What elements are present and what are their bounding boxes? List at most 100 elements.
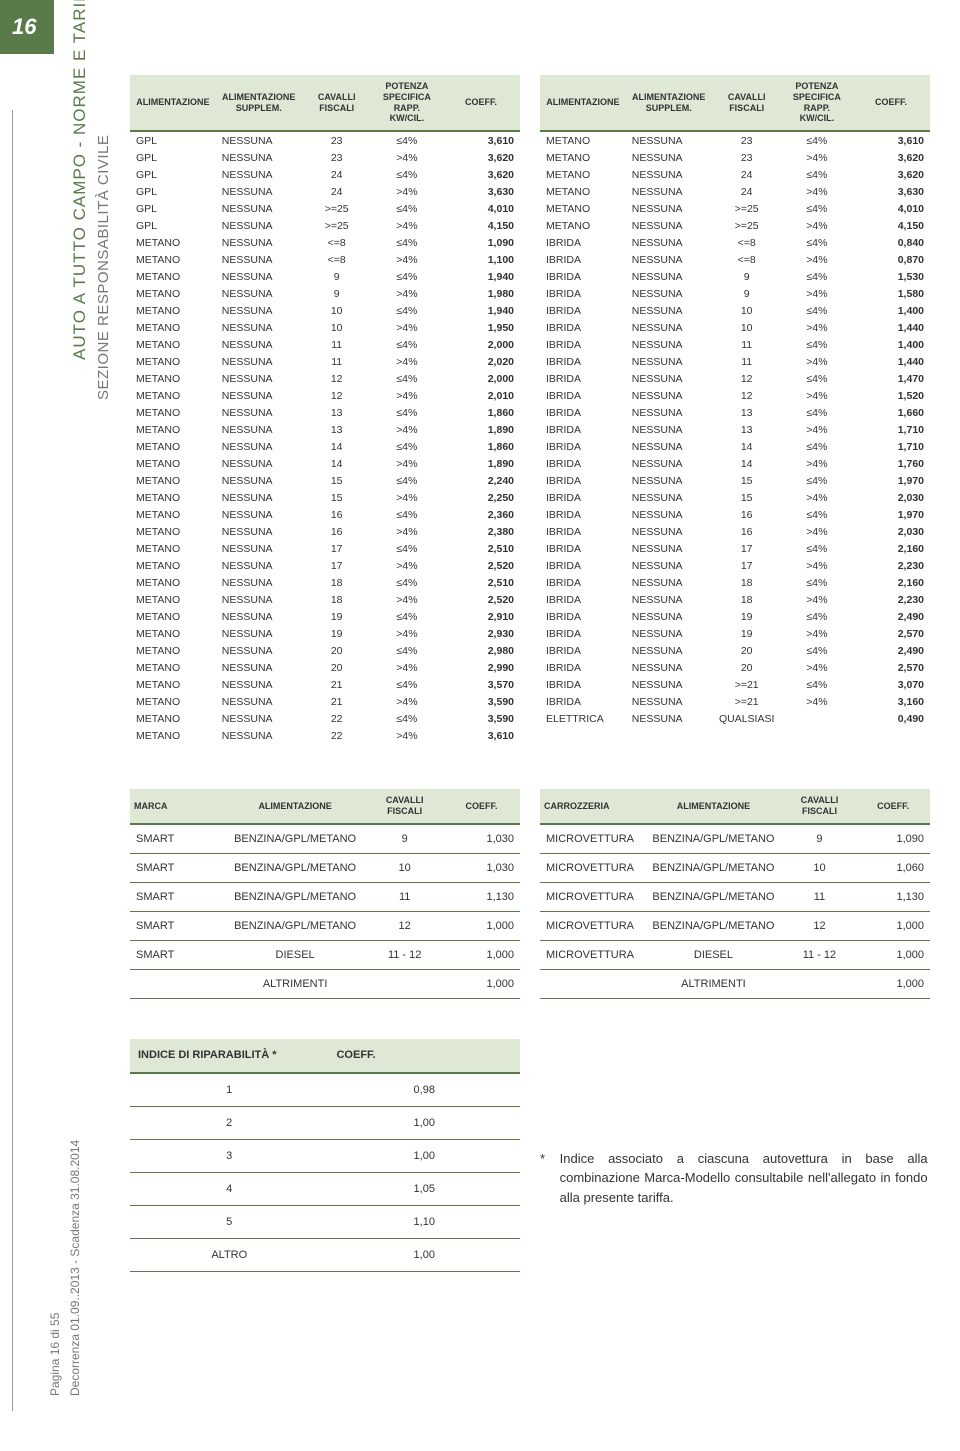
cell: 1,890: [442, 455, 520, 472]
cell: NESSUNA: [626, 353, 712, 370]
cell: 2,360: [442, 506, 520, 523]
cell: METANO: [130, 710, 216, 727]
cell: [782, 710, 852, 727]
cell: 1,10: [328, 1205, 520, 1238]
cell: NESSUNA: [626, 319, 712, 336]
footnote-text: Indice associato a ciascuna autovettura …: [560, 1149, 928, 1208]
cell: NESSUNA: [626, 285, 712, 302]
cell: NESSUNA: [216, 131, 302, 149]
cell: 1,580: [852, 285, 930, 302]
table-row: METANONESSUNA12≤4%2,000: [130, 370, 520, 387]
cell: 10: [783, 853, 857, 882]
table-row: METANONESSUNA9≤4%1,940: [130, 268, 520, 285]
cell: IBRIDA: [540, 336, 626, 353]
cell: ≤4%: [372, 676, 442, 693]
cell: IBRIDA: [540, 642, 626, 659]
cell: >4%: [782, 625, 852, 642]
cell: METANO: [130, 370, 216, 387]
table-row: IBRIDANESSUNA>=21>4%3,160: [540, 693, 930, 710]
cell: 2,030: [852, 523, 930, 540]
cell: >4%: [372, 319, 442, 336]
cell: 1,400: [852, 302, 930, 319]
cell: NESSUNA: [216, 353, 302, 370]
cell: NESSUNA: [626, 523, 712, 540]
cell: 13: [302, 421, 372, 438]
cell: >4%: [782, 217, 852, 234]
cell: METANO: [130, 608, 216, 625]
cell: METANO: [130, 489, 216, 506]
cell: METANO: [130, 336, 216, 353]
th-cavalli: CAVALLI FISCALI: [783, 789, 857, 824]
cell: >4%: [372, 659, 442, 676]
cell: >=21: [712, 693, 782, 710]
cell: ≤4%: [782, 268, 852, 285]
th-coeff: COEFF.: [328, 1039, 520, 1073]
table-row: ELETTRICANESSUNAQUALSIASI0,490: [540, 710, 930, 727]
cell: 2,490: [852, 608, 930, 625]
cell: 1,030: [443, 824, 520, 854]
table-row: IBRIDANESSUNA14≤4%1,710: [540, 438, 930, 455]
cell: METANO: [130, 251, 216, 268]
cell: 9: [302, 268, 372, 285]
table-row: METANONESSUNA9>4%1,980: [130, 285, 520, 302]
cell: 1,060: [856, 853, 930, 882]
cell: DIESEL: [224, 940, 366, 969]
cell: IBRIDA: [540, 421, 626, 438]
marca-table-block: MARCA ALIMENTAZIONE CAVALLI FISCALI COEF…: [130, 789, 520, 999]
cell: 18: [302, 591, 372, 608]
cell: 13: [302, 404, 372, 421]
cell: 18: [302, 574, 372, 591]
cell: 1,130: [443, 882, 520, 911]
cell: MICROVETTURA: [540, 853, 644, 882]
cell: 12: [302, 370, 372, 387]
cell: 2,020: [442, 353, 520, 370]
cell: IBRIDA: [540, 472, 626, 489]
table-row: METANONESSUNA16>4%2,380: [130, 523, 520, 540]
cell: IBRIDA: [540, 404, 626, 421]
cell: 9: [783, 824, 857, 854]
cell: METANO: [130, 625, 216, 642]
cell: NESSUNA: [216, 506, 302, 523]
cell: 2,230: [852, 557, 930, 574]
table-row: IBRIDANESSUNA11>4%1,440: [540, 353, 930, 370]
cell: 11 - 12: [366, 940, 443, 969]
cell: METANO: [540, 149, 626, 166]
cell: METANO: [540, 166, 626, 183]
cell: ≤4%: [372, 608, 442, 625]
cell: NESSUNA: [216, 404, 302, 421]
cell: NESSUNA: [216, 727, 302, 744]
table-row: IBRIDANESSUNA<=8>4%0,870: [540, 251, 930, 268]
cell: <=8: [712, 234, 782, 251]
cell: ≤4%: [372, 370, 442, 387]
cell: METANO: [130, 387, 216, 404]
cell: METANO: [130, 302, 216, 319]
table-row: METANONESSUNA>=25>4%4,150: [540, 217, 930, 234]
cell: [783, 969, 857, 998]
cell: >4%: [782, 591, 852, 608]
cell: 3,590: [442, 710, 520, 727]
cell: IBRIDA: [540, 659, 626, 676]
cell: IBRIDA: [540, 523, 626, 540]
cell: >=25: [712, 217, 782, 234]
cell: 1,890: [442, 421, 520, 438]
table-row: IBRIDANESSUNA14>4%1,760: [540, 455, 930, 472]
cell: 1,950: [442, 319, 520, 336]
table-row: 21,00: [130, 1106, 520, 1139]
cell: >4%: [372, 727, 442, 744]
cell: IBRIDA: [540, 557, 626, 574]
cell: >=21: [712, 676, 782, 693]
cell: IBRIDA: [540, 625, 626, 642]
cell: METANO: [130, 353, 216, 370]
cell: 1,000: [856, 911, 930, 940]
cell: >4%: [782, 285, 852, 302]
table-row: METANONESSUNA>=25≤4%4,010: [540, 200, 930, 217]
cell: 2,250: [442, 489, 520, 506]
table-row: METANONESSUNA<=8≤4%1,090: [130, 234, 520, 251]
cell: MICROVETTURA: [540, 911, 644, 940]
cell: 11: [712, 353, 782, 370]
cell: ≤4%: [782, 642, 852, 659]
cell: BENZINA/GPL/METANO: [644, 824, 782, 854]
cell: IBRIDA: [540, 608, 626, 625]
th-coeff: COEFF.: [852, 75, 930, 131]
cell: NESSUNA: [216, 608, 302, 625]
